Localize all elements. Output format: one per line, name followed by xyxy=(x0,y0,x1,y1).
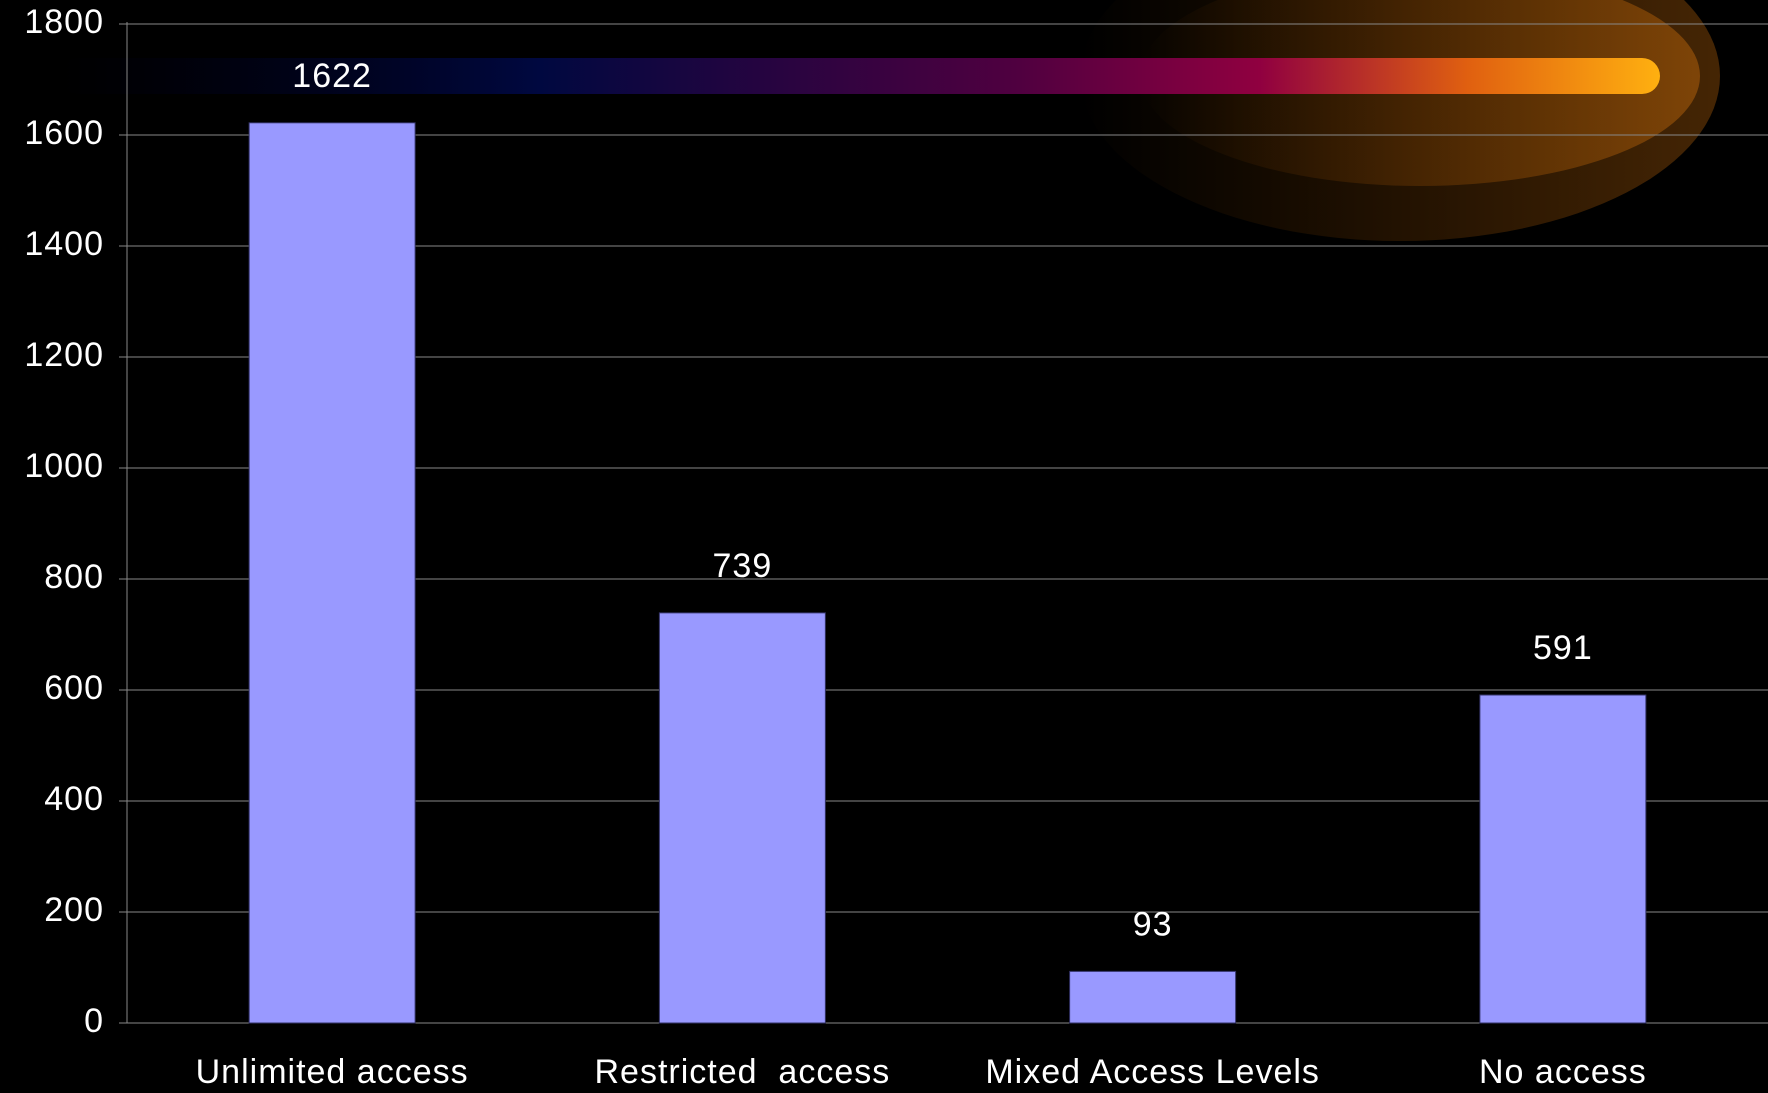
x-tick-label: Mixed Access Levels xyxy=(985,1053,1320,1091)
data-label: 93 xyxy=(1133,905,1173,943)
y-tick-label: 800 xyxy=(44,558,104,596)
y-tick-label: 1400 xyxy=(24,225,104,263)
y-tick-label: 0 xyxy=(84,1002,104,1040)
y-tick-label: 200 xyxy=(44,891,104,929)
bar xyxy=(1479,694,1647,1024)
data-label: 1622 xyxy=(292,57,372,95)
y-tick-label: 400 xyxy=(44,780,104,818)
y-tick-label: 1000 xyxy=(24,447,104,485)
bar xyxy=(248,122,416,1024)
bar xyxy=(1069,970,1237,1024)
x-tick-label: No access xyxy=(1479,1053,1647,1091)
bar xyxy=(658,612,826,1024)
y-tick-label: 1800 xyxy=(24,3,104,41)
y-tick-label: 1600 xyxy=(24,114,104,152)
decoration xyxy=(60,0,1720,241)
data-label: 591 xyxy=(1533,629,1593,667)
x-tick-label: Unlimited access xyxy=(196,1053,469,1091)
x-tick-label: Restricted access xyxy=(594,1053,890,1091)
y-tick-label: 1200 xyxy=(24,336,104,374)
y-tick-label: 600 xyxy=(44,669,104,707)
data-label: 739 xyxy=(713,547,773,585)
